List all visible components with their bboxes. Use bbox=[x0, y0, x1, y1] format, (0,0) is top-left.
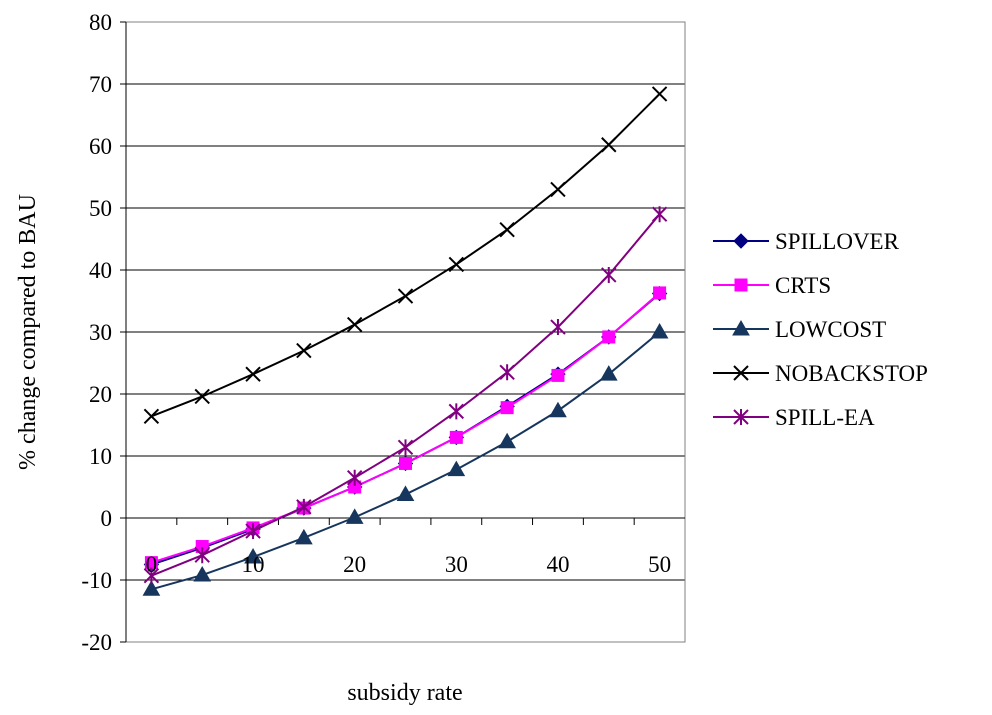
series-spill-ea bbox=[143, 206, 668, 584]
data-point bbox=[295, 528, 313, 545]
y-tick-label: 0 bbox=[101, 506, 113, 531]
tick-labels: 80 70 60 50 40 30 20 10 0 -10 -20 0 10 20 30 40 50 bbox=[81, 10, 671, 655]
legend-label: SPILL-EA bbox=[775, 405, 875, 430]
data-point bbox=[733, 233, 749, 249]
data-point bbox=[733, 409, 749, 425]
data-point bbox=[602, 330, 616, 344]
data-point bbox=[599, 365, 618, 381]
data-point bbox=[447, 460, 466, 477]
y-tick-label: 30 bbox=[89, 320, 112, 345]
data-point bbox=[651, 206, 668, 223]
y-tick-label: 20 bbox=[89, 382, 112, 407]
data-point bbox=[296, 342, 312, 359]
data-point bbox=[650, 322, 669, 339]
data-point bbox=[733, 365, 749, 381]
data-point bbox=[245, 523, 261, 540]
legend-item: SPILLOVER bbox=[713, 229, 900, 254]
series-crts bbox=[144, 286, 667, 570]
x-tick-label: 50 bbox=[648, 552, 671, 577]
data-point bbox=[549, 401, 567, 418]
data-point bbox=[399, 456, 412, 470]
data-point bbox=[448, 256, 465, 273]
data-point bbox=[143, 567, 160, 584]
data-point bbox=[397, 288, 414, 304]
legend-label: CRTS bbox=[775, 273, 831, 298]
legend-label: LOWCOST bbox=[775, 317, 886, 342]
data-point bbox=[346, 469, 363, 486]
y-tick-label: 60 bbox=[89, 134, 112, 159]
data-point bbox=[193, 566, 212, 582]
series-spillover bbox=[143, 285, 668, 573]
legend-label: NOBACKSTOP bbox=[775, 361, 928, 386]
data-point bbox=[296, 498, 312, 515]
data-point bbox=[345, 508, 364, 524]
data-point bbox=[734, 278, 748, 292]
data-point bbox=[651, 86, 668, 102]
data-point bbox=[245, 366, 261, 382]
y-tick-label: 70 bbox=[89, 72, 112, 97]
data-point bbox=[550, 181, 566, 198]
data-point bbox=[143, 408, 160, 425]
y-tick-label: 40 bbox=[89, 258, 112, 283]
data-point bbox=[449, 430, 463, 444]
data-point bbox=[194, 547, 210, 564]
data-point bbox=[498, 432, 516, 449]
legend-item: LOWCOST bbox=[713, 317, 886, 342]
data-point bbox=[500, 401, 514, 415]
data-point bbox=[499, 364, 515, 381]
x-tick-label: 40 bbox=[546, 552, 569, 577]
axes bbox=[120, 21, 685, 643]
x-tick-label: 0 bbox=[146, 552, 158, 577]
data-point bbox=[653, 286, 667, 300]
legend-label: SPILLOVER bbox=[775, 229, 900, 254]
legend-item: SPILL-EA bbox=[713, 405, 875, 430]
data-point bbox=[194, 388, 210, 405]
gridlines bbox=[126, 83, 685, 581]
legend: SPILLOVER CRTS LOWCOST NOBACKSTOP SPILL-EA bbox=[713, 229, 928, 430]
data-point bbox=[551, 368, 565, 382]
data-point bbox=[601, 137, 617, 153]
series-lowcost bbox=[142, 322, 669, 596]
series-line bbox=[151, 93, 661, 418]
legend-item: NOBACKSTOP bbox=[713, 361, 928, 386]
series-nobackstop bbox=[143, 86, 668, 425]
x-axis-title: subsidy rate bbox=[347, 680, 462, 706]
data-point bbox=[550, 319, 566, 336]
y-tick-label: -20 bbox=[81, 630, 112, 655]
data-point bbox=[732, 319, 750, 336]
y-tick-label: 50 bbox=[89, 196, 112, 221]
data-point bbox=[396, 485, 415, 501]
data-point bbox=[244, 548, 262, 564]
data-point bbox=[499, 221, 515, 238]
data-point bbox=[448, 403, 465, 420]
y-tick-label: 10 bbox=[89, 444, 112, 469]
legend-item: CRTS bbox=[713, 273, 831, 298]
data-point bbox=[397, 439, 414, 456]
x-tick-label: 20 bbox=[343, 552, 366, 577]
y-tick-label: -10 bbox=[81, 568, 112, 593]
series bbox=[142, 86, 669, 596]
y-axis-title: % change compared to BAU bbox=[15, 194, 41, 470]
x-tick-label: 30 bbox=[445, 552, 468, 577]
x-tick-label: 10 bbox=[242, 552, 265, 577]
data-point bbox=[142, 580, 161, 596]
data-point bbox=[346, 316, 363, 333]
data-point bbox=[601, 266, 617, 283]
y-tick-label: 80 bbox=[89, 10, 112, 35]
